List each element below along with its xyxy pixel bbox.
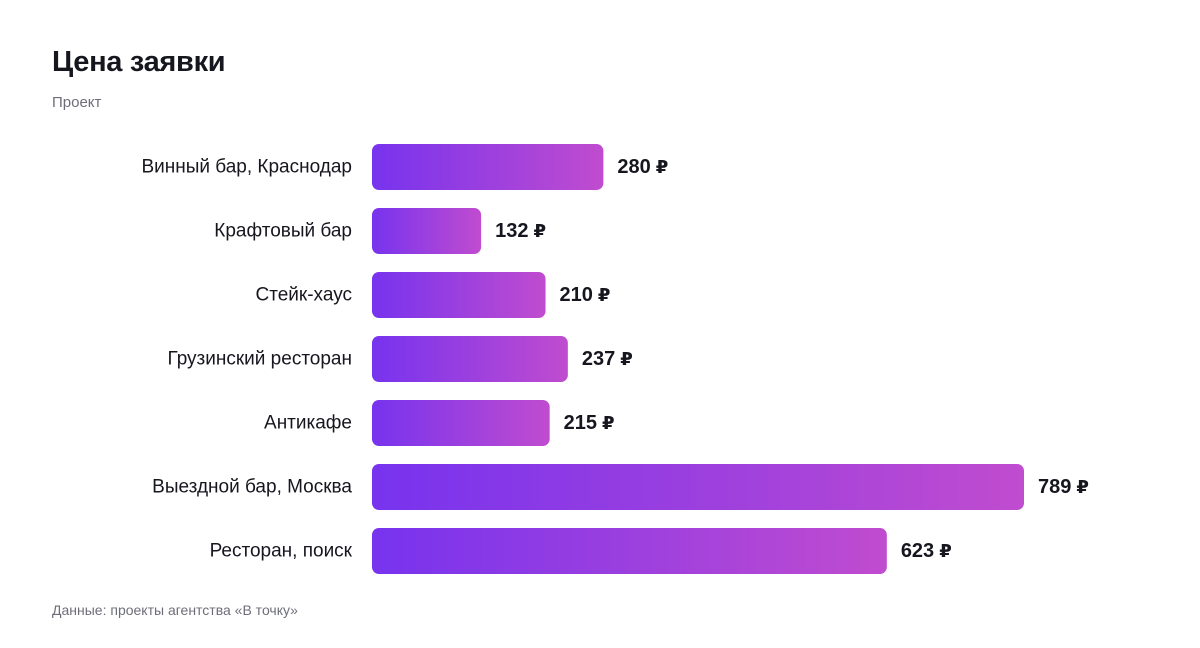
bars-group: Винный бар, Краснодар 280 ₽ Крафтовый бар 13… xyxy=(141,144,1089,574)
value-label: 280 ₽ xyxy=(617,156,668,178)
value-label: 623 ₽ xyxy=(901,540,952,562)
category-label: Крафтовый бар xyxy=(214,221,352,242)
bar xyxy=(372,528,887,574)
bar-row: Грузинский ресторан 237 ₽ xyxy=(167,336,633,382)
bar xyxy=(372,336,568,382)
bar-row: Выездной бар, Москва 789 ₽ xyxy=(152,464,1089,510)
bar-row: Винный бар, Краснодар 280 ₽ xyxy=(141,144,668,190)
value-label: 215 ₽ xyxy=(564,412,615,434)
category-label: Ресторан, поиск xyxy=(210,541,353,562)
bar xyxy=(372,272,546,318)
chart-title: Цена заявки xyxy=(52,46,226,78)
value-label: 210 ₽ xyxy=(560,284,611,306)
category-label: Антикафе xyxy=(264,413,352,434)
value-label: 789 ₽ xyxy=(1038,476,1089,498)
bar xyxy=(372,400,550,446)
chart-subtitle: Проект xyxy=(52,94,102,111)
category-label: Грузинский ресторан xyxy=(167,349,352,370)
bar xyxy=(372,208,482,254)
bar-row: Ресторан, поиск 623 ₽ xyxy=(210,528,952,574)
category-label: Винный бар, Краснодар xyxy=(141,157,352,178)
value-label: 237 ₽ xyxy=(582,348,633,370)
bar-row: Стейк-хаус 210 ₽ xyxy=(256,272,611,318)
bar-row: Антикафе 215 ₽ xyxy=(264,400,615,446)
value-label: 132 ₽ xyxy=(495,220,546,242)
bar-row: Крафтовый бар 132 ₽ xyxy=(214,208,546,254)
data-source-note: Данные: проекты агентства «В точку» xyxy=(52,602,298,618)
bar xyxy=(372,464,1024,510)
category-label: Выездной бар, Москва xyxy=(152,477,352,498)
bar xyxy=(372,144,604,190)
category-label: Стейк-хаус xyxy=(256,285,352,306)
